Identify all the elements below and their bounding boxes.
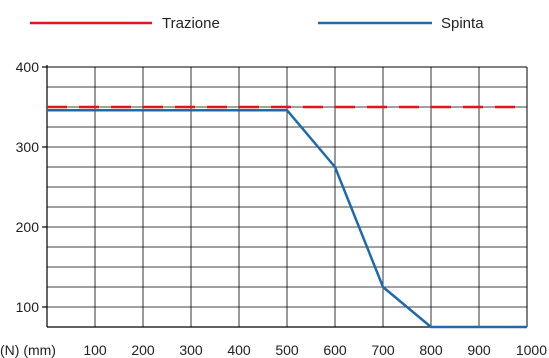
x-tick-label-600: 600 (323, 342, 347, 358)
x-tick-label-200: 200 (131, 342, 155, 358)
y-tick-label-400: 400 (16, 59, 40, 75)
legend: Trazione Spinta (30, 15, 484, 32)
y-tick-label-100: 100 (16, 299, 40, 315)
x-tick-label-500: 500 (275, 342, 299, 358)
axes (42, 65, 528, 328)
y-tick-label-300: 300 (16, 139, 40, 155)
legend-label-trazione: Trazione (162, 15, 220, 32)
x-tick-label-1000: 1000 (516, 342, 547, 358)
x-tick-label-900: 900 (467, 342, 491, 358)
x-tick-label-100: 100 (83, 342, 107, 358)
tick-labels: 100 200 300 400 100 200 300 400 500 600 700 800 900 1… (16, 59, 548, 358)
x-axis-label: (N) (mm) (0, 342, 56, 358)
x-tick-label-800: 800 (419, 342, 443, 358)
x-tick-label-300: 300 (179, 342, 203, 358)
y-tick-label-200: 200 (16, 219, 40, 235)
series-line-spinta (47, 108, 527, 329)
series-lines (46, 105, 528, 329)
x-tick-label-400: 400 (227, 342, 251, 358)
legend-label-spinta: Spinta (441, 15, 484, 32)
grid-lines (47, 67, 528, 327)
x-tick-label-700: 700 (371, 342, 395, 358)
